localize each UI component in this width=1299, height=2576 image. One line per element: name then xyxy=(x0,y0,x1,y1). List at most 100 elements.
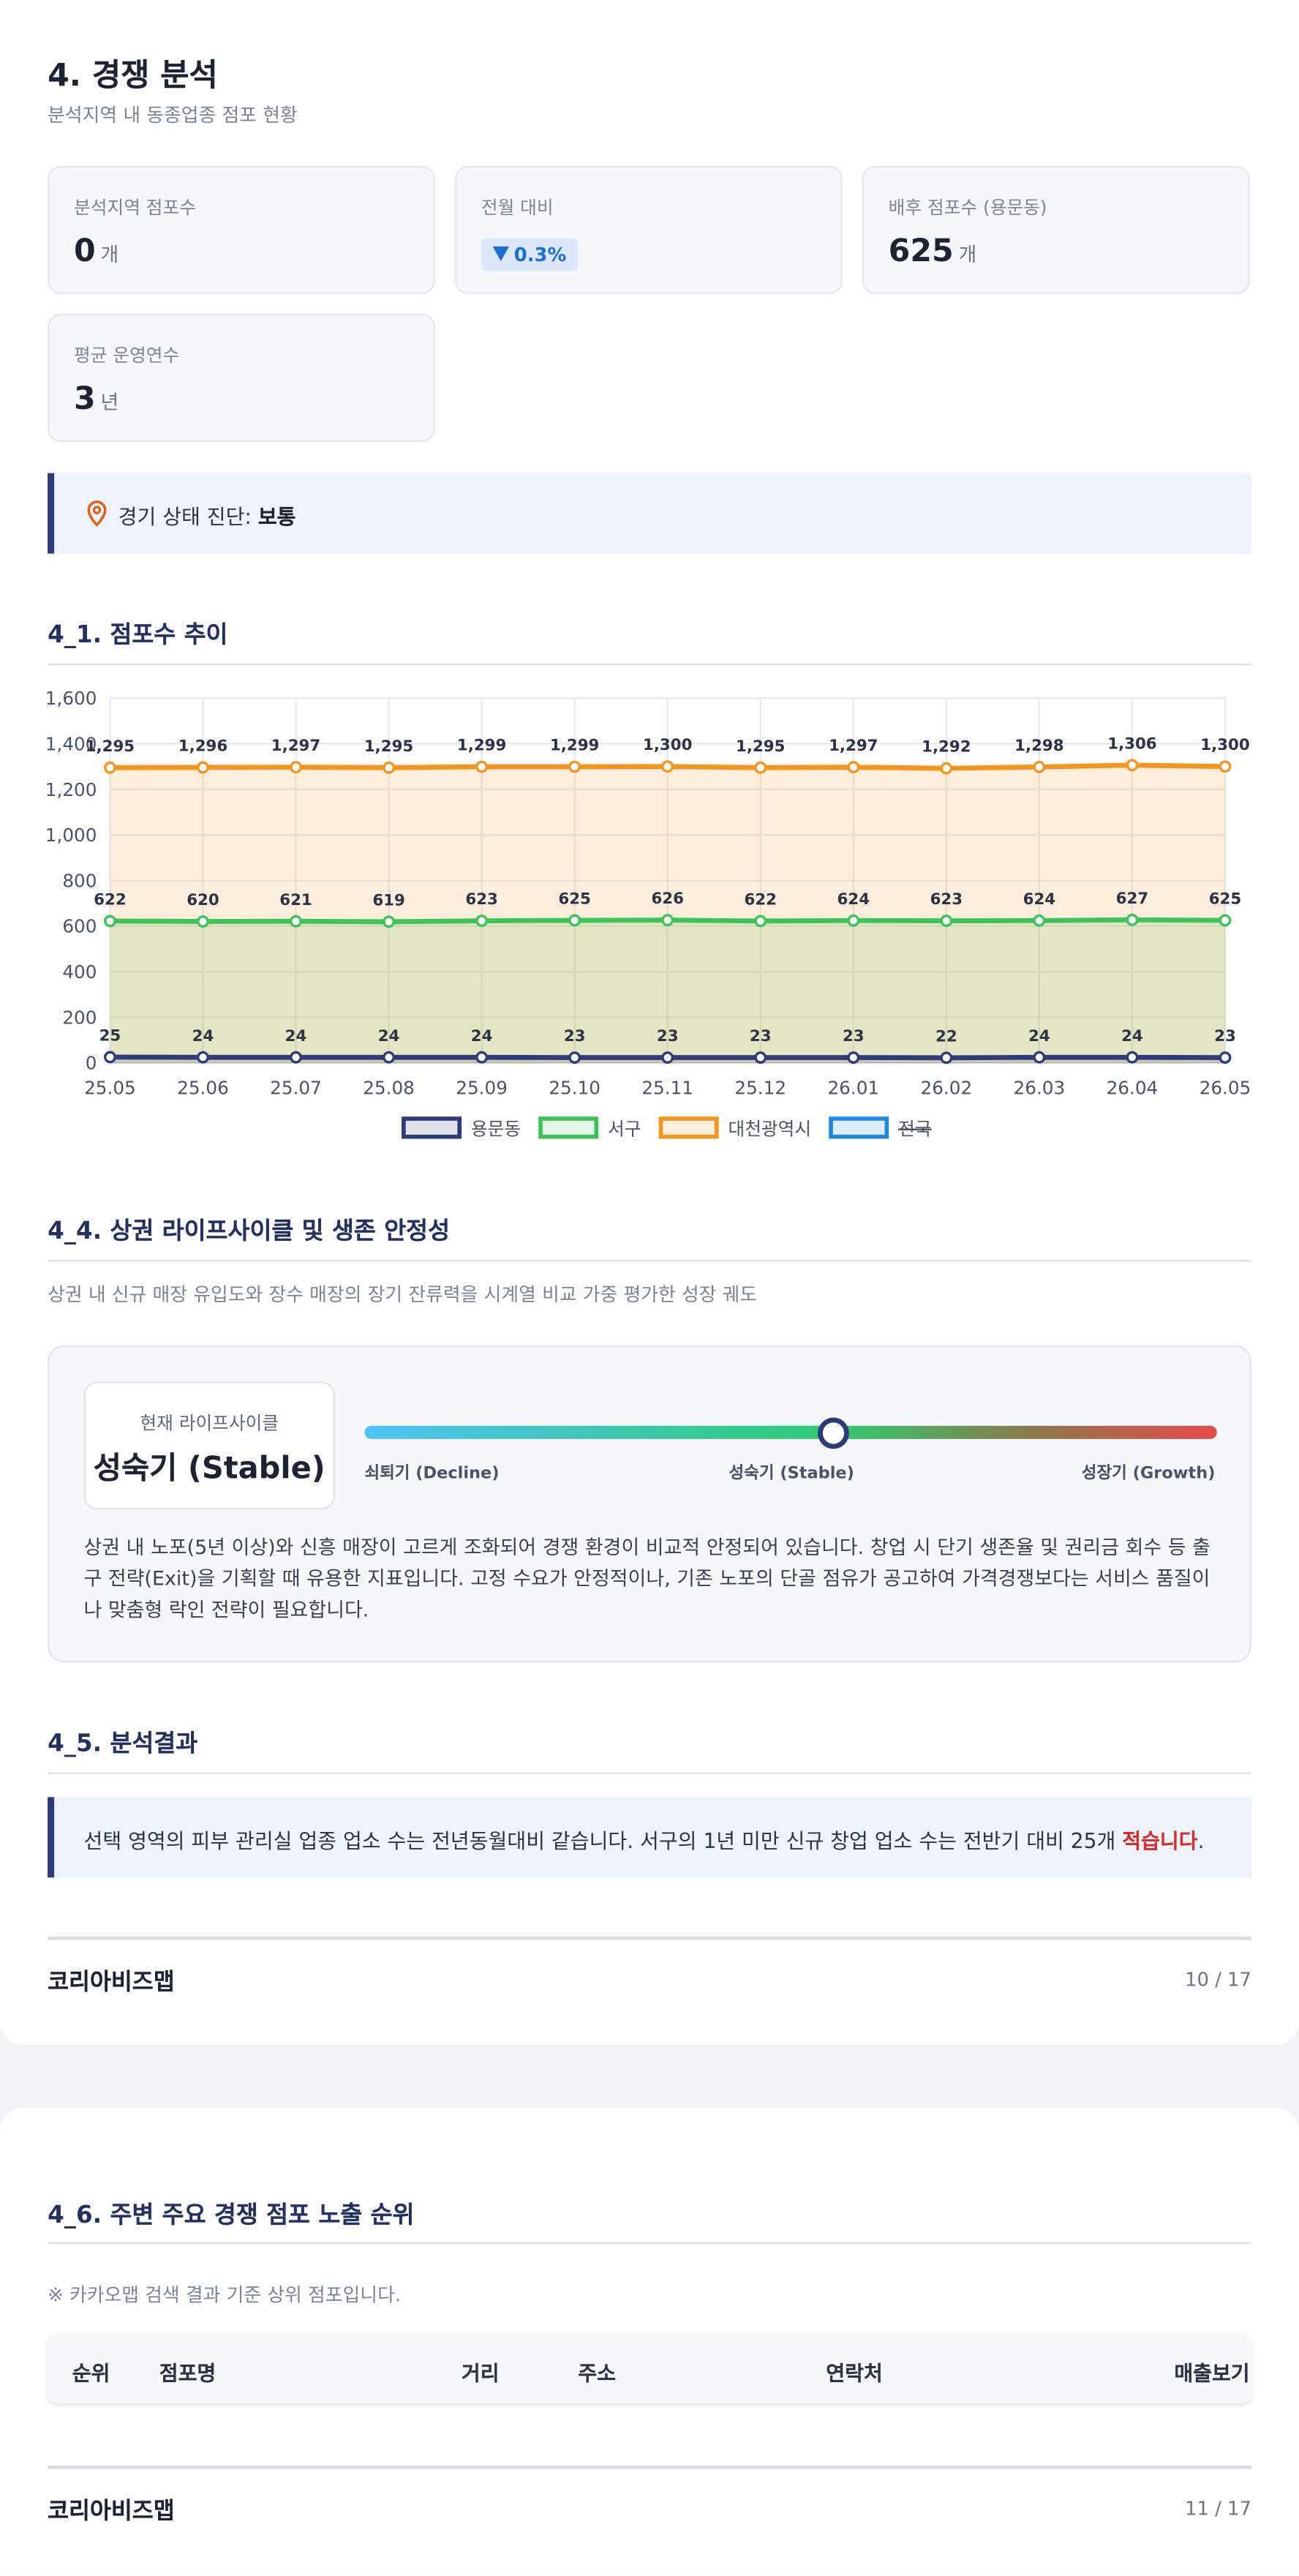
x-tick-label: 25.09 xyxy=(456,1077,508,1098)
scale-label: 성숙기 (Stable) xyxy=(728,1465,854,1484)
data-label: 25 xyxy=(99,1026,121,1045)
area xyxy=(110,920,1225,1063)
stat-label: 분석지역 점포수 xyxy=(74,197,196,219)
subtitle: 분석지역 내 동종업종 점포 현황 xyxy=(48,103,298,127)
badge-text: 0.3% xyxy=(513,243,567,266)
data-label: 22 xyxy=(935,1027,957,1045)
x-tick-label: 26.03 xyxy=(1014,1077,1066,1098)
description: 상권 내 신규 매장 유입도와 장수 매장의 장기 잔류력을 시계열 비교 가중… xyxy=(48,1283,758,1306)
legend-swatch xyxy=(658,1116,719,1139)
y-tick-label: 0 xyxy=(86,1053,97,1074)
point xyxy=(383,761,395,774)
title: 4. 경쟁 분석 xyxy=(48,57,218,94)
legend-item: 용문동 xyxy=(402,1116,521,1139)
stat-card: 배후 점포수 (용문동) 625 개 xyxy=(862,165,1250,294)
y-tick-label: 1,400 xyxy=(45,734,97,755)
brand: 코리아비즈맵 xyxy=(48,2498,175,2525)
pin-icon xyxy=(87,500,107,527)
point xyxy=(568,760,581,773)
legend-swatch xyxy=(402,1116,462,1139)
stat-label: 전월 대비 xyxy=(481,197,554,219)
column-header: 점포명 xyxy=(159,2360,217,2386)
stat-card: 분석지역 점포수 0 개 xyxy=(48,165,435,294)
rule xyxy=(48,2242,1251,2245)
data-label: 626 xyxy=(651,890,684,908)
x-tick-label: 25.12 xyxy=(734,1077,786,1098)
point xyxy=(197,1051,209,1064)
point xyxy=(383,1051,395,1064)
y-tick-label: 400 xyxy=(62,961,97,983)
point xyxy=(847,761,860,774)
point xyxy=(1126,759,1139,772)
footer-rule xyxy=(48,2466,1251,2469)
point xyxy=(1033,914,1046,927)
point xyxy=(290,761,302,774)
column-header: 주소 xyxy=(578,2360,617,2386)
lifecycle-bar xyxy=(364,1425,1217,1439)
diagnosis-label: 경기 상태 진단: xyxy=(118,504,258,529)
data-label: 1,297 xyxy=(829,737,878,755)
point xyxy=(661,760,674,773)
point xyxy=(290,915,302,928)
legend-label: 전국 xyxy=(898,1118,931,1139)
point xyxy=(475,760,489,773)
x-tick-label: 26.04 xyxy=(1107,1077,1159,1098)
data-label: 620 xyxy=(187,891,219,909)
point xyxy=(1219,760,1232,773)
stat-value: 0 xyxy=(74,233,96,270)
data-label: 23 xyxy=(750,1027,772,1045)
current-box: 현재 라이프사이클 성숙기 (Stable) xyxy=(83,1381,336,1510)
point xyxy=(847,1051,860,1064)
rule xyxy=(48,1772,1251,1774)
point xyxy=(940,1051,953,1064)
point xyxy=(568,914,581,927)
point xyxy=(661,914,674,927)
data-label: 1,300 xyxy=(1200,736,1249,754)
card: 4. 경쟁 분석 분석지역 내 동종업종 점포 현황 분석지역 점포수 0 개 전월… xyxy=(0,0,1299,2046)
legend: 용문동 서구 대천광역시 전국 xyxy=(402,1116,932,1139)
section-title: 4_6. 주변 주요 경쟁 점포 노출 순위 xyxy=(48,2202,415,2229)
data-label: 1,296 xyxy=(178,737,227,755)
point xyxy=(104,915,116,928)
column-header: 거리 xyxy=(461,2360,500,2386)
x-tick-label: 25.11 xyxy=(641,1077,693,1098)
point xyxy=(197,761,209,774)
result-highlight: 적습니다 xyxy=(1122,1828,1198,1853)
y-tick-label: 1,600 xyxy=(45,688,97,709)
data-label: 24 xyxy=(1028,1027,1050,1045)
stat-unit: 개 xyxy=(958,243,977,266)
page-number: 11 / 17 xyxy=(1185,2496,1251,2520)
x-tick-label: 26.01 xyxy=(827,1077,879,1098)
result-text: 선택 영역의 피부 관리실 업종 업소 수는 전년동월대비 같습니다. 서구의 … xyxy=(83,1828,1123,1853)
data-label: 622 xyxy=(94,890,126,909)
x-tick-label: 26.02 xyxy=(920,1077,972,1098)
x-tick-label: 25.08 xyxy=(363,1077,415,1098)
point xyxy=(197,915,209,928)
point xyxy=(754,761,767,774)
legend-item: 대천광역시 xyxy=(658,1116,811,1139)
data-label: 1,298 xyxy=(1014,737,1063,755)
current-stage: 성숙기 (Stable) xyxy=(93,1452,325,1487)
point xyxy=(290,1051,302,1064)
data-label: 621 xyxy=(279,891,312,909)
point xyxy=(568,1051,581,1064)
data-label: 1,297 xyxy=(271,737,320,755)
page-number: 10 / 17 xyxy=(1185,1967,1251,1991)
x-tick-label: 26.05 xyxy=(1200,1077,1251,1098)
data-label: 23 xyxy=(564,1027,586,1045)
point xyxy=(104,1051,116,1064)
point xyxy=(475,915,489,928)
column-header: 연락처 xyxy=(826,2360,883,2386)
point xyxy=(754,915,767,928)
x-tick-label: 25.06 xyxy=(177,1077,229,1098)
data-label: 1,295 xyxy=(364,737,413,756)
data-label: 1,299 xyxy=(457,737,506,755)
point xyxy=(1219,1051,1232,1064)
rule xyxy=(48,1260,1251,1262)
data-label: 619 xyxy=(372,891,405,909)
y-tick-label: 600 xyxy=(62,916,97,937)
data-label: 24 xyxy=(378,1027,400,1045)
point xyxy=(940,915,953,928)
legend-swatch xyxy=(829,1116,889,1139)
